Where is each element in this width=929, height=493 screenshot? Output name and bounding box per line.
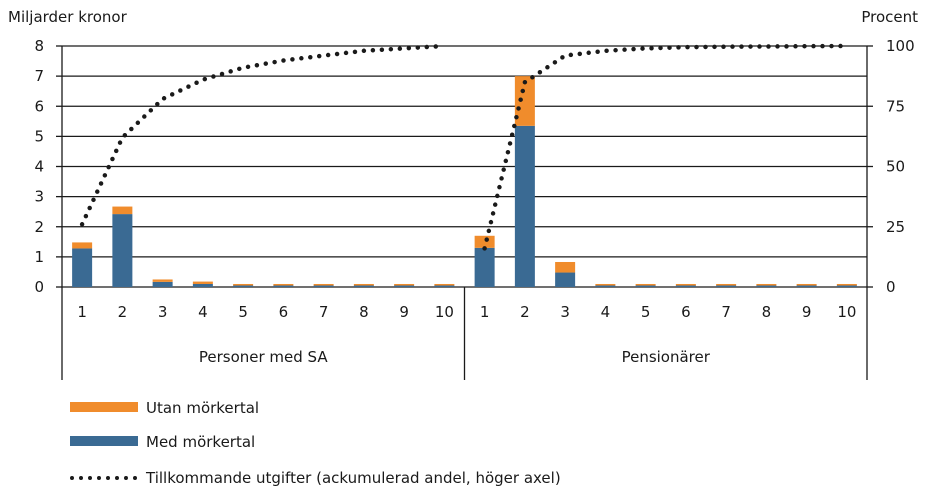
bar-utan-morkertal: [72, 242, 93, 249]
x-tick-label: 7: [319, 303, 329, 321]
right-tick-label: 25: [886, 218, 905, 236]
bar-med-morkertal: [313, 285, 334, 287]
bar-med-morkertal: [273, 285, 294, 287]
gridlines: [56, 45, 873, 288]
legend: Utan mörkertal Med mörkertal Tillkommand…: [70, 399, 561, 487]
x-tick-label: 4: [601, 303, 611, 321]
bar-utan-morkertal: [756, 283, 777, 286]
bar-utan-morkertal: [112, 206, 133, 215]
bar-utan-morkertal: [233, 283, 254, 286]
left-tick-label: 8: [34, 37, 44, 55]
bar-utan-morkertal: [474, 235, 495, 248]
left-tick-label: 0: [34, 278, 44, 296]
left-tick-label: 2: [34, 218, 44, 236]
bar-utan-morkertal: [595, 283, 616, 286]
x-tick-label: 10: [837, 303, 856, 321]
x-axis: 1 2 3 4 5 6 7 8 9 10 Personer med SA 1 2 3 4 5 6 7 8 9 10 Pen…: [61, 287, 868, 380]
x-tick-label: 1: [77, 303, 87, 321]
x-tick-label: 9: [802, 303, 812, 321]
bar-utan-morkertal: [514, 76, 535, 126]
bar-utan-morkertal: [635, 283, 656, 286]
legend-label-utan: Utan mörkertal: [146, 399, 259, 417]
cumulative-line: [79, 43, 447, 227]
x-tick-label: 10: [435, 303, 454, 321]
left-axis-ticks: 0 1 2 3 4 5 6 7 8: [34, 37, 44, 296]
bar-utan-morkertal: [394, 283, 415, 286]
bar-med-morkertal: [635, 285, 656, 287]
bar-med-morkertal: [112, 214, 133, 287]
left-tick-label: 1: [34, 248, 44, 266]
x-tick-label: 3: [158, 303, 168, 321]
right-tick-label: 100: [886, 37, 915, 55]
bar-med-morkertal: [394, 285, 415, 287]
left-tick-label: 4: [34, 158, 44, 176]
bar-med-morkertal: [514, 125, 535, 287]
legend-label-med: Med mörkertal: [146, 433, 255, 451]
bar-med-morkertal: [796, 285, 817, 287]
bar-med-morkertal: [675, 285, 696, 287]
bar-med-morkertal: [192, 283, 213, 287]
cumulative-lines: [79, 43, 850, 251]
right-axis-title: Procent: [861, 8, 918, 26]
left-axis-title: Miljarder kronor: [8, 8, 128, 26]
bar-med-morkertal: [233, 285, 254, 287]
bar-med-morkertal: [595, 285, 616, 287]
x-tick-label: 8: [762, 303, 772, 321]
bar-utan-morkertal: [675, 283, 696, 286]
x-tick-label: 9: [399, 303, 409, 321]
bar-med-morkertal: [434, 285, 455, 287]
right-axis-ticks: 0 25 50 75 100: [886, 37, 915, 296]
bar-med-morkertal: [756, 285, 777, 287]
bar-med-morkertal: [836, 285, 857, 287]
legend-swatch-med: [70, 436, 138, 446]
cumulative-line: [482, 43, 850, 251]
left-tick-label: 5: [34, 127, 44, 145]
left-tick-label: 3: [34, 188, 44, 206]
legend-label-line: Tillkommande utgifter (ackumulerad andel…: [145, 469, 561, 487]
x-tick-label: 7: [721, 303, 731, 321]
bar-med-morkertal: [152, 281, 173, 287]
group-label: Personer med SA: [199, 348, 328, 366]
bar-med-morkertal: [716, 285, 737, 287]
bar-utan-morkertal: [313, 283, 334, 286]
left-tick-label: 6: [34, 97, 44, 115]
x-tick-label: 5: [238, 303, 248, 321]
bar-utan-morkertal: [273, 283, 294, 286]
bar-utan-morkertal: [796, 283, 817, 286]
x-tick-label: 2: [118, 303, 128, 321]
bar-med-morkertal: [555, 272, 576, 287]
x-tick-label: 1: [480, 303, 490, 321]
x-tick-label: 3: [560, 303, 570, 321]
bar-med-morkertal: [474, 247, 495, 287]
bar-utan-morkertal: [434, 283, 455, 286]
bar-utan-morkertal: [716, 283, 737, 286]
x-tick-label: 4: [198, 303, 208, 321]
x-tick-label: 8: [359, 303, 369, 321]
x-tick-label: 6: [681, 303, 691, 321]
bar-utan-morkertal: [353, 283, 374, 286]
bar-utan-morkertal: [836, 283, 857, 286]
x-tick-label: 2: [520, 303, 530, 321]
bars: [72, 76, 857, 287]
x-tick-label: 6: [279, 303, 289, 321]
x-tick-label: 5: [641, 303, 651, 321]
right-tick-label: 75: [886, 97, 905, 115]
right-tick-label: 0: [886, 278, 896, 296]
bar-med-morkertal: [72, 248, 93, 287]
legend-swatch-utan: [70, 402, 138, 412]
bar-med-morkertal: [353, 285, 374, 287]
bar-utan-morkertal: [555, 261, 576, 273]
right-tick-label: 50: [886, 158, 905, 176]
left-tick-label: 7: [34, 67, 44, 85]
bar-utan-morkertal: [192, 281, 213, 284]
group-label: Pensionärer: [622, 348, 711, 366]
bar-utan-morkertal: [152, 279, 173, 282]
